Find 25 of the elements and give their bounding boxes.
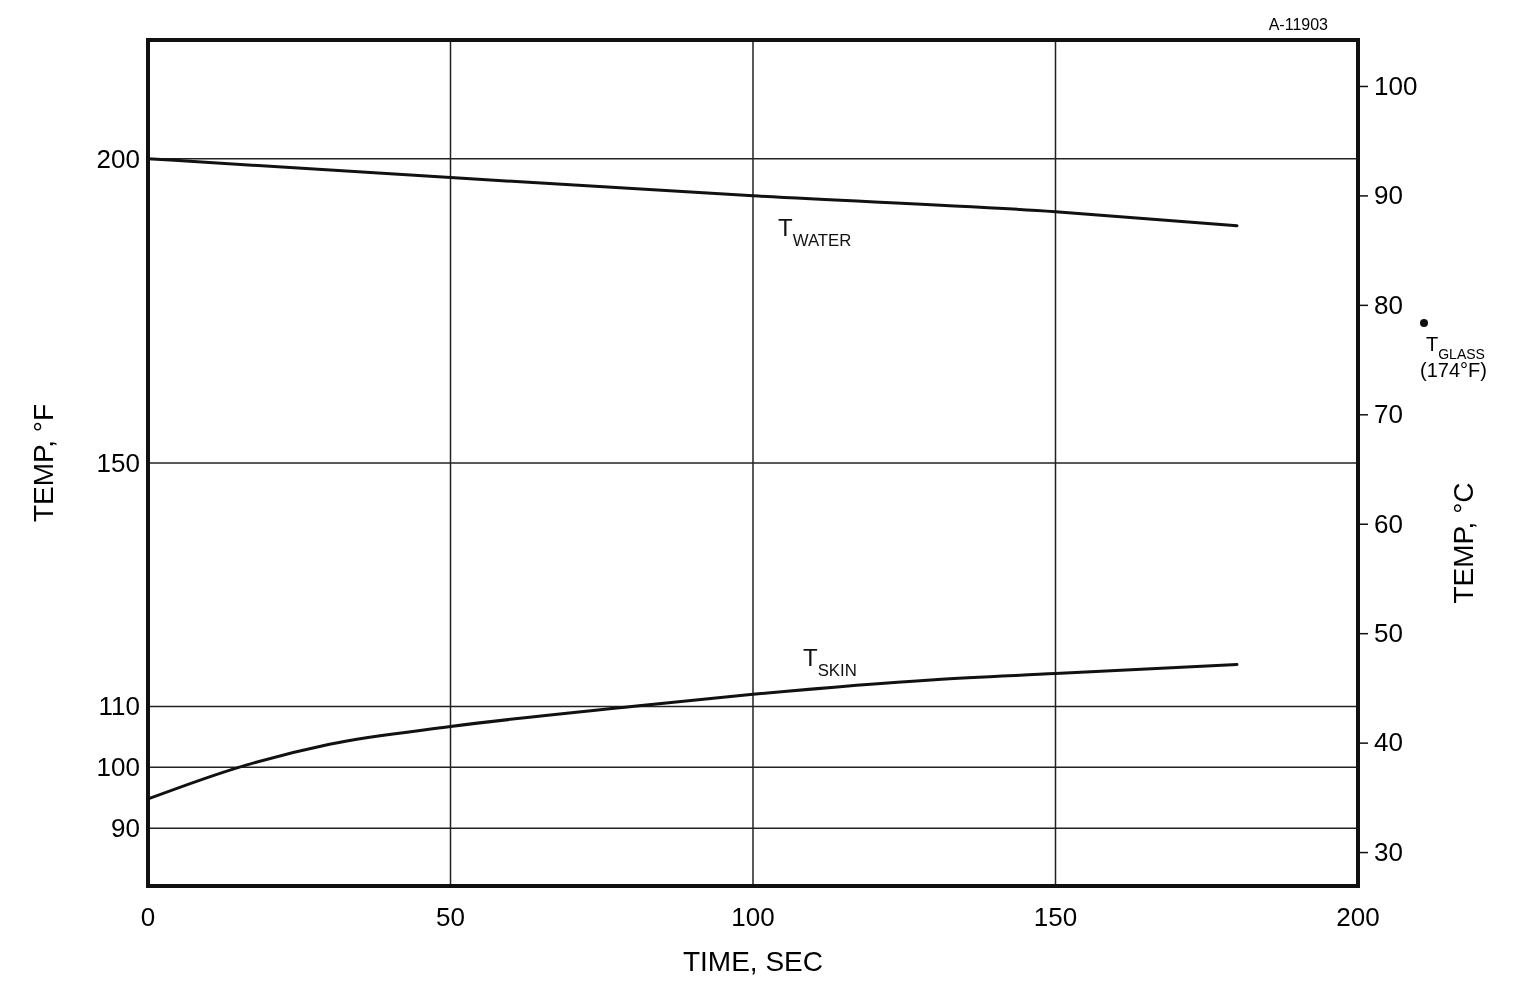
series-label: T$_{WATER}$ [778,213,852,250]
y-tick-label: 150 [96,448,140,478]
text: T$_{GLASS}$ (174°F) [1420,332,1487,381]
x-axis-title: TIME, SEC [682,946,824,977]
x-tick-label: 150 [1033,902,1078,932]
y2-tick-label: 60 [1374,508,1403,539]
y2-tick-label: 100 [1374,70,1418,101]
y-tick-label: 90 [111,813,140,844]
x-tick-label: 200 [1336,902,1380,932]
y-axis-title: TEMP, °F [28,403,59,523]
y2-tick-label: 80 [1374,289,1403,320]
y2-tick-label: 40 [1374,727,1403,758]
y2-tick-label: 30 [1374,836,1403,867]
x-tick-label: 100 [731,902,775,932]
y-tick-label: 110 [98,691,140,722]
text: A-11903 [1268,16,1329,33]
y2-tick-label: 50 [1374,618,1403,649]
y-tick-label: 100 [96,752,140,783]
y2-axis-title: TEMP, °C [1448,482,1479,604]
x-tick-label: 50 [436,902,465,932]
y2-tick-label: 70 [1374,399,1403,430]
x-tick-label: 0 [140,902,156,932]
y-tick-label: 200 [96,143,140,174]
y2-tick-label: 90 [1374,180,1403,211]
series-label: T$_{SKIN}$ [803,644,857,680]
